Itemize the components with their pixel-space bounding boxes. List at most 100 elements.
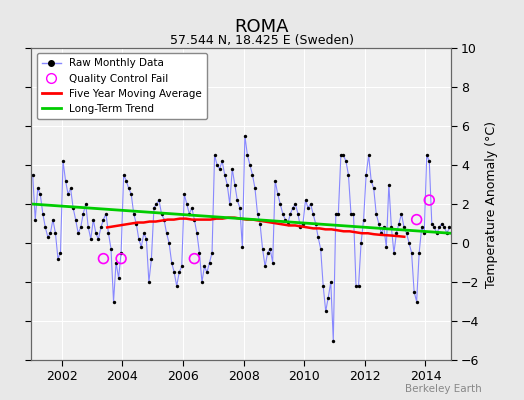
Point bbox=[221, 172, 229, 178]
Point bbox=[228, 166, 236, 172]
Point bbox=[92, 230, 100, 236]
Point bbox=[140, 230, 148, 236]
Point bbox=[208, 250, 216, 256]
Point bbox=[304, 205, 312, 211]
Point bbox=[182, 201, 191, 207]
Point bbox=[352, 283, 360, 289]
Point bbox=[99, 255, 107, 262]
Point bbox=[372, 210, 380, 217]
Point bbox=[241, 132, 249, 139]
Point bbox=[114, 275, 123, 281]
Point bbox=[46, 230, 54, 236]
Point bbox=[337, 152, 345, 158]
Point bbox=[400, 224, 408, 230]
Point bbox=[99, 216, 107, 223]
Point bbox=[198, 279, 206, 285]
Point bbox=[410, 288, 418, 295]
Point bbox=[294, 210, 302, 217]
Point bbox=[307, 201, 315, 207]
Point bbox=[61, 178, 70, 184]
Point bbox=[74, 230, 82, 236]
Point bbox=[258, 246, 267, 252]
Point bbox=[271, 178, 279, 184]
Point bbox=[107, 246, 115, 252]
Point bbox=[256, 220, 264, 227]
Point bbox=[314, 234, 322, 240]
Point bbox=[79, 210, 88, 217]
Point bbox=[193, 230, 201, 236]
Point bbox=[261, 263, 269, 270]
Point bbox=[82, 201, 90, 207]
Point bbox=[54, 255, 62, 262]
Point bbox=[175, 269, 183, 276]
Point bbox=[71, 216, 80, 223]
Point bbox=[440, 224, 449, 230]
Point bbox=[160, 216, 168, 223]
Point bbox=[190, 216, 199, 223]
Point bbox=[213, 162, 221, 168]
Point bbox=[150, 205, 158, 211]
Point bbox=[438, 220, 446, 227]
Point bbox=[291, 201, 300, 207]
Point bbox=[243, 152, 252, 158]
Point bbox=[412, 216, 421, 223]
Point bbox=[339, 152, 347, 158]
Point bbox=[387, 224, 396, 230]
Point bbox=[392, 230, 401, 236]
Point bbox=[418, 224, 426, 230]
Point bbox=[152, 201, 161, 207]
Point bbox=[238, 244, 247, 250]
Point bbox=[435, 224, 443, 230]
Point bbox=[205, 259, 214, 266]
Point bbox=[369, 185, 378, 192]
Point bbox=[385, 181, 393, 188]
Point bbox=[188, 205, 196, 211]
Point bbox=[129, 210, 138, 217]
Point bbox=[147, 255, 156, 262]
Point bbox=[203, 269, 211, 276]
Point bbox=[362, 172, 370, 178]
Point bbox=[283, 220, 292, 227]
Point bbox=[319, 283, 328, 289]
Point bbox=[286, 210, 294, 217]
Point bbox=[34, 185, 42, 192]
Point bbox=[311, 220, 320, 227]
Text: ROMA: ROMA bbox=[235, 18, 289, 36]
Point bbox=[86, 236, 95, 242]
Point bbox=[264, 250, 272, 256]
Point bbox=[178, 263, 186, 270]
Point bbox=[299, 220, 307, 227]
Point bbox=[104, 230, 113, 236]
Point bbox=[127, 191, 135, 198]
Point bbox=[415, 250, 423, 256]
Point bbox=[51, 230, 60, 236]
Point bbox=[110, 298, 118, 305]
Legend: Raw Monthly Data, Quality Control Fail, Five Year Moving Average, Long-Term Tren: Raw Monthly Data, Quality Control Fail, … bbox=[37, 53, 207, 119]
Point bbox=[200, 263, 209, 270]
Point bbox=[210, 152, 219, 158]
Point bbox=[443, 230, 451, 236]
Point bbox=[190, 255, 199, 262]
Point bbox=[246, 162, 254, 168]
Point bbox=[56, 250, 64, 256]
Point bbox=[223, 181, 232, 188]
Point bbox=[350, 210, 358, 217]
Point bbox=[296, 224, 304, 230]
Point bbox=[425, 158, 433, 164]
Point bbox=[97, 224, 105, 230]
Point bbox=[122, 178, 130, 184]
Point bbox=[142, 236, 150, 242]
Point bbox=[112, 259, 120, 266]
Point bbox=[233, 197, 242, 203]
Text: Berkeley Earth: Berkeley Earth bbox=[406, 384, 482, 394]
Point bbox=[145, 279, 153, 285]
Point bbox=[157, 210, 166, 217]
Point bbox=[425, 197, 433, 203]
Point bbox=[357, 240, 365, 246]
Point bbox=[135, 236, 143, 242]
Point bbox=[132, 220, 140, 227]
Point bbox=[31, 216, 39, 223]
Point bbox=[231, 181, 239, 188]
Point bbox=[382, 244, 390, 250]
Point bbox=[433, 230, 441, 236]
